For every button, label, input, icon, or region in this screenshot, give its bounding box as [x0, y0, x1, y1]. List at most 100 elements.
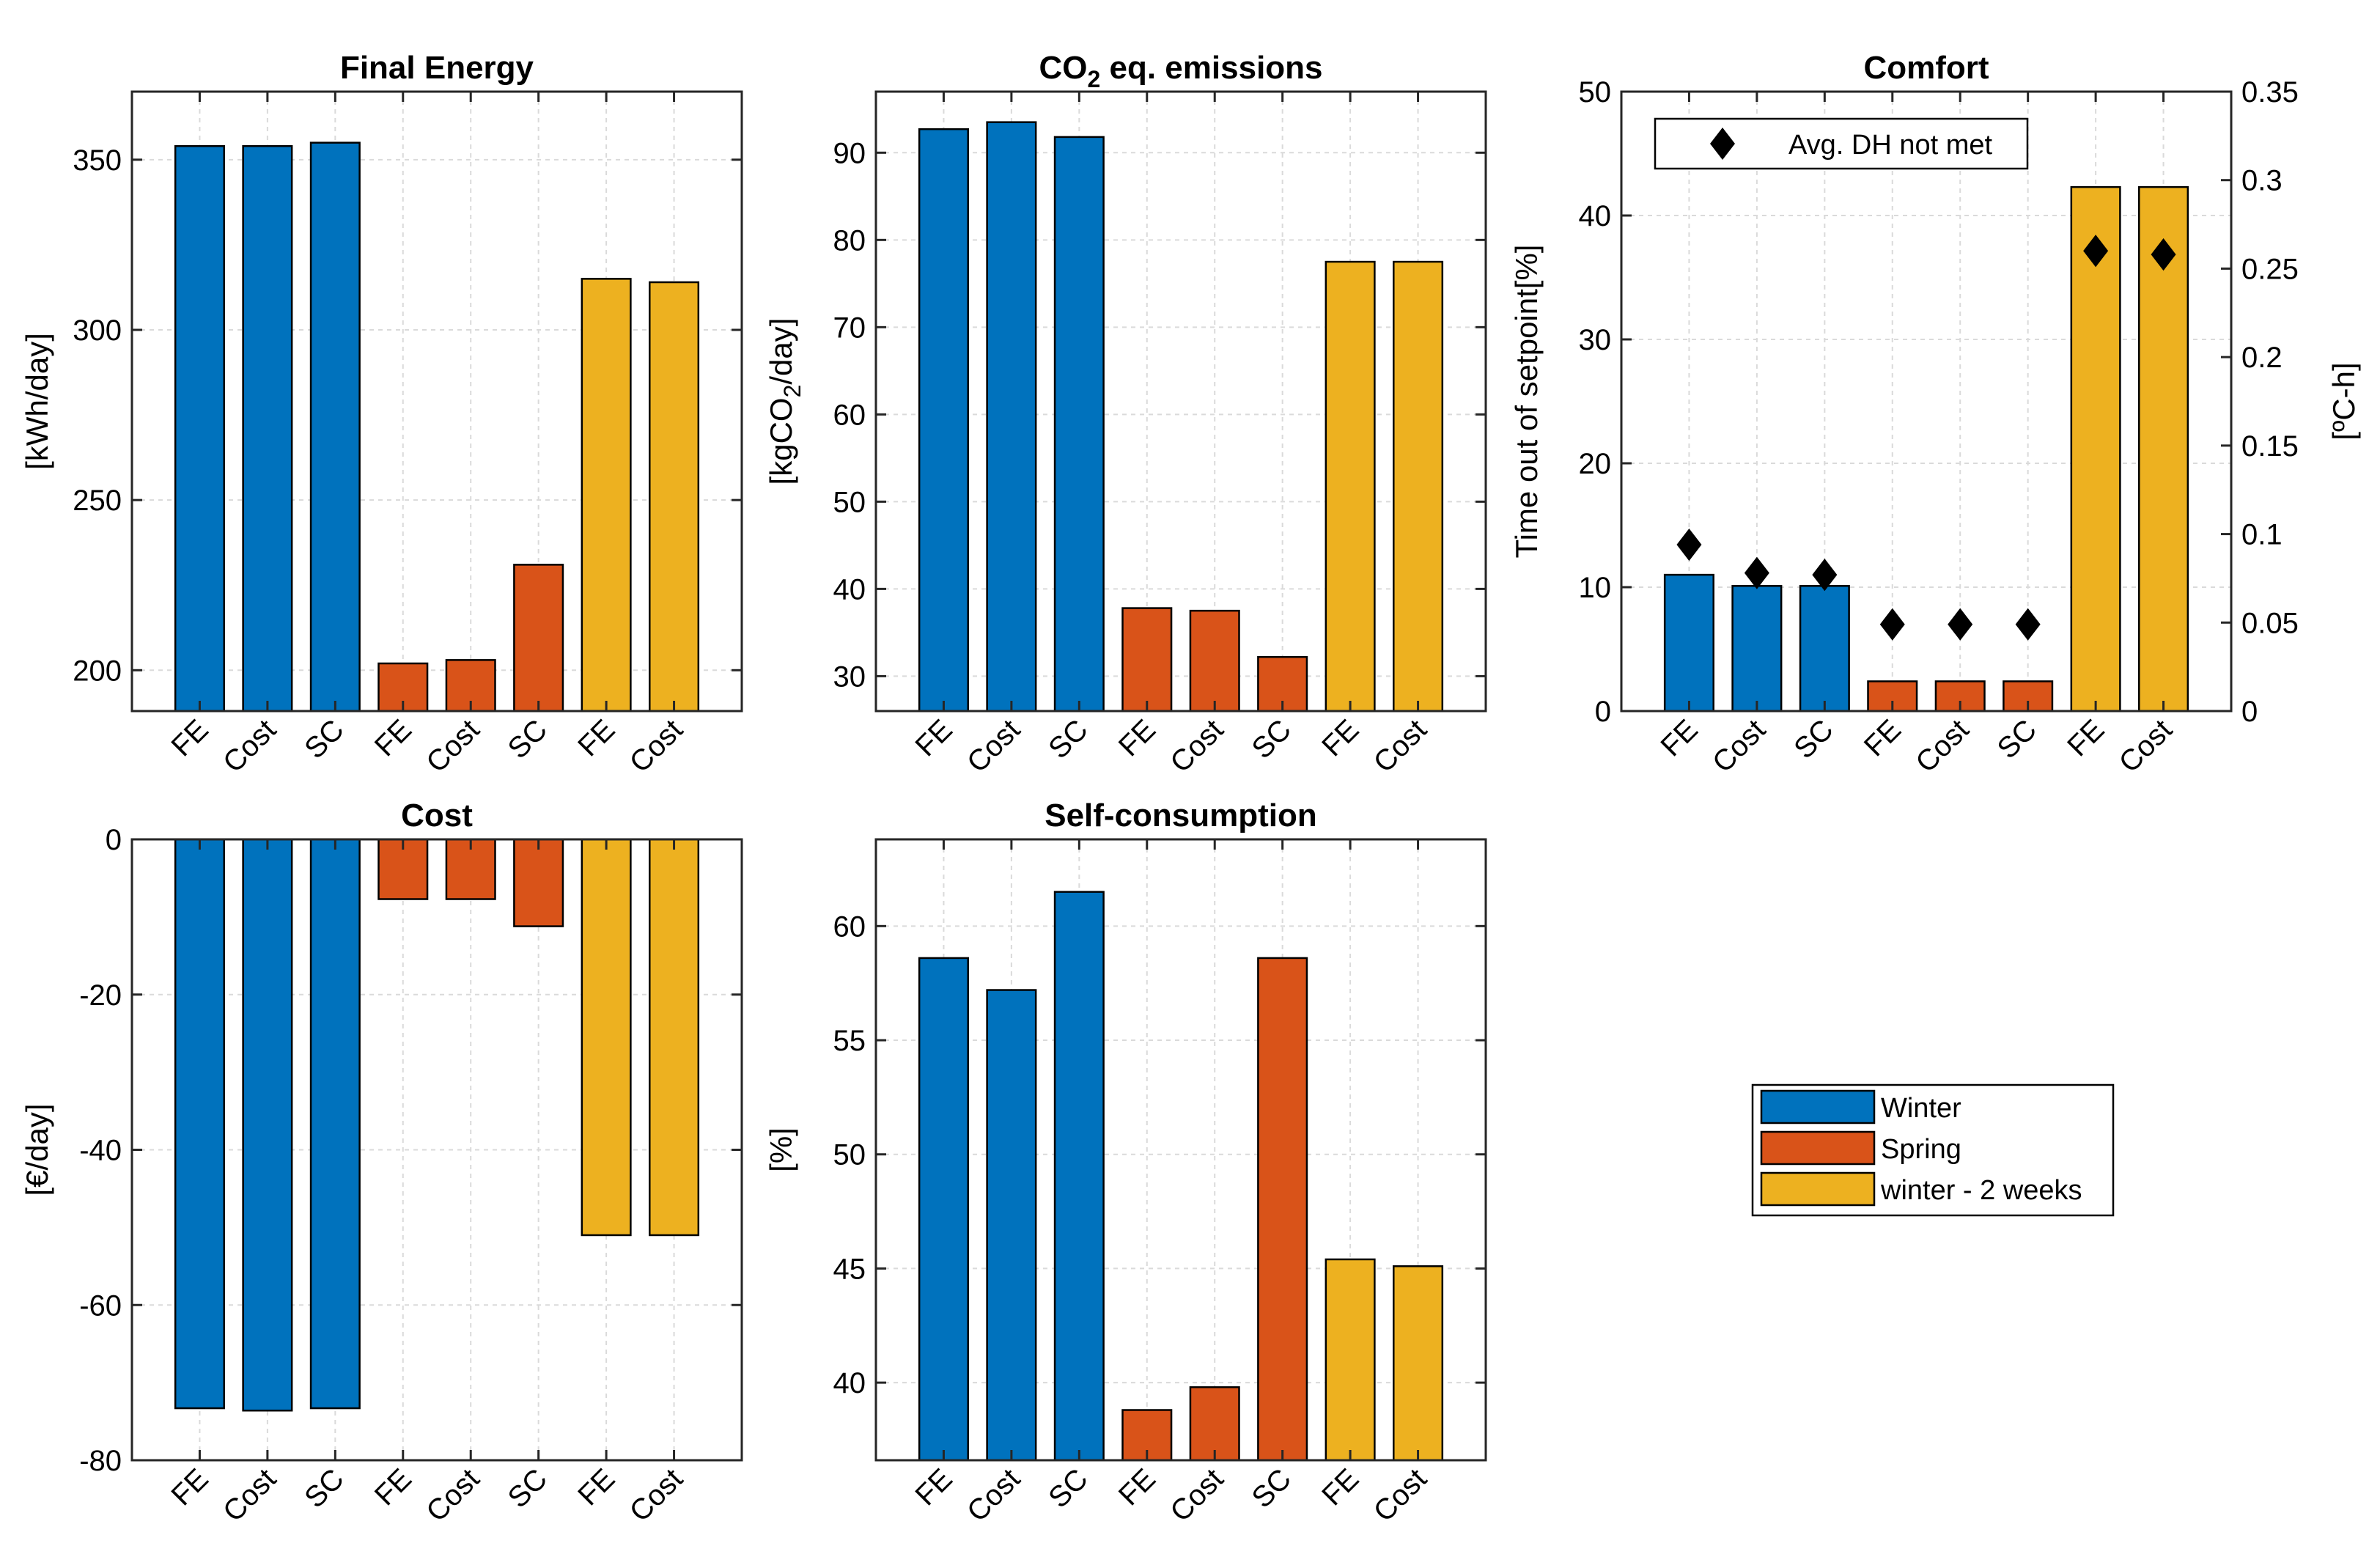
- x-tick-label: SC: [502, 1462, 553, 1514]
- bar: [1257, 957, 1308, 1462]
- marker-avg-dh: [1812, 559, 1838, 592]
- x-tick-label: Cost: [1368, 713, 1433, 779]
- y-tick-label: -80: [79, 1445, 122, 1477]
- y-tick-label: 40: [1579, 200, 1612, 232]
- x-tick-label: SC: [1042, 1462, 1094, 1514]
- y-tick-label: -40: [79, 1135, 122, 1167]
- y-axis-label: [kgCO2/day]: [764, 318, 806, 485]
- chart-title: Final Energy: [340, 50, 534, 86]
- marker-avg-dh: [2083, 235, 2109, 268]
- marker-avg-dh: [2151, 238, 2176, 271]
- bar: [1731, 585, 1783, 713]
- bar: [1121, 607, 1173, 713]
- bar: [918, 957, 969, 1462]
- x-tick-label: Cost: [1909, 713, 1975, 779]
- bar: [2070, 185, 2121, 713]
- x-tick-label: Cost: [624, 713, 689, 779]
- y-tick-label: 300: [73, 314, 122, 347]
- x-tick-label: FE: [572, 1462, 621, 1512]
- x-tick-label: FE: [1316, 713, 1365, 762]
- y-tick-label: 60: [833, 910, 866, 943]
- legend-swatch: [1760, 1089, 1876, 1125]
- chart-title: Comfort: [1863, 50, 1989, 86]
- x-tick-label: SC: [298, 713, 350, 765]
- plot-area: [132, 92, 742, 711]
- bar: [309, 838, 361, 1410]
- x-tick-label: Cost: [217, 1462, 282, 1528]
- x-tick-label: FE: [1858, 713, 1907, 762]
- x-tick-label: Cost: [961, 713, 1026, 779]
- y-tick-label: 0: [1595, 696, 1611, 728]
- bar: [174, 145, 225, 713]
- marker-legend: Avg. DH not met: [1654, 117, 2029, 170]
- x-tick-label: Cost: [1164, 1462, 1229, 1528]
- y-tick-label: 70: [833, 312, 866, 344]
- legend-swatch: [1760, 1130, 1876, 1166]
- y-tick-label: 60: [833, 399, 866, 431]
- bar: [1799, 585, 1850, 713]
- bar: [309, 141, 361, 713]
- y-right-tick-label: 0: [2241, 696, 2258, 728]
- y-tick-label: -60: [79, 1289, 122, 1322]
- y-tick-label: 40: [833, 1367, 866, 1399]
- bar: [649, 281, 700, 713]
- plot-area: [1621, 92, 2231, 711]
- y-right-tick-label: 0.05: [2241, 607, 2299, 639]
- bar: [1189, 609, 1240, 713]
- x-tick-label: FE: [910, 713, 959, 762]
- x-tick-label: SC: [298, 1462, 350, 1514]
- legend-swatch: [1760, 1171, 1876, 1207]
- plot-area: [876, 839, 1486, 1460]
- x-tick-label: SC: [1992, 713, 2043, 765]
- x-tick-label: Cost: [961, 1462, 1026, 1528]
- y-tick-label: 50: [833, 486, 866, 518]
- chart-title: CO2 eq. emissions: [1039, 50, 1322, 92]
- chart-title: Cost: [401, 798, 473, 833]
- y-tick-label: 80: [833, 224, 866, 257]
- bar: [986, 121, 1037, 713]
- x-tick-label: SC: [1246, 1462, 1297, 1514]
- bar: [513, 838, 564, 927]
- x-tick-label: Cost: [2113, 713, 2178, 779]
- plot-area: [876, 92, 1486, 711]
- bar: [174, 838, 225, 1410]
- x-tick-label: SC: [1788, 713, 1839, 765]
- x-tick-label: FE: [166, 713, 215, 762]
- y-tick-label: 350: [73, 144, 122, 177]
- y-right-tick-label: 0.1: [2241, 519, 2283, 551]
- y-right-tick-label: 0.3: [2241, 165, 2283, 197]
- y-right-tick-label: 0.35: [2241, 76, 2299, 108]
- y-tick-label: 10: [1579, 572, 1612, 604]
- bar: [2003, 680, 2054, 713]
- y-right-axis-label: [ºC-h]: [2326, 362, 2361, 440]
- y-tick-label: 90: [833, 137, 866, 169]
- x-tick-label: FE: [1316, 1462, 1365, 1512]
- bar: [1325, 1258, 1376, 1462]
- marker-avg-dh: [1676, 528, 1702, 562]
- axes-box: [130, 90, 743, 713]
- x-tick-label: Cost: [624, 1462, 689, 1528]
- legend-label: Winter: [1881, 1093, 1961, 1124]
- bar: [1663, 573, 1714, 713]
- marker-avg-dh: [1879, 608, 1905, 641]
- bar: [1393, 260, 1444, 713]
- marker-legend-symbol: [1710, 128, 1735, 160]
- x-tick-label: SC: [1246, 713, 1297, 765]
- marker-avg-dh: [1948, 608, 1973, 641]
- y-tick-label: 50: [1579, 76, 1612, 108]
- x-tick-label: FE: [1113, 713, 1162, 762]
- y-right-tick-label: 0.25: [2241, 253, 2299, 285]
- y-right-tick-label: 0.15: [2241, 430, 2299, 463]
- y-axis-label: [€/day]: [20, 1103, 54, 1196]
- bar: [513, 564, 564, 713]
- bar: [581, 278, 632, 713]
- y-tick-label: 0: [106, 824, 122, 856]
- x-tick-label: SC: [502, 713, 553, 765]
- y-tick-label: 20: [1579, 448, 1612, 480]
- x-tick-label: FE: [1655, 713, 1704, 762]
- axes-box: [874, 90, 1487, 713]
- bar: [1393, 1265, 1444, 1462]
